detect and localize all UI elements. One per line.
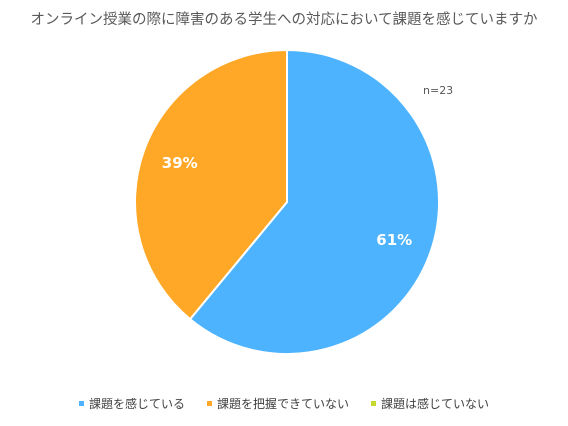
pie-slice-0 — [188, 48, 440, 355]
legend-item-1: 課題を把握できていない — [206, 395, 349, 412]
chart-title: オンライン授業の際に障害のある学生への対応において課題を感じていますか — [30, 12, 538, 28]
legend-item-0: 課題を感じている — [78, 395, 185, 412]
data-label-0: 61% — [376, 231, 412, 249]
legend: 課題を感じている 課題を把握できていない 課題は感じていない — [0, 395, 568, 412]
legend-label-0: 課題を感じている — [88, 397, 185, 411]
legend-swatch-0 — [78, 401, 84, 406]
pie-slice-1 — [134, 48, 288, 321]
legend-label-2: 課題は感じていない — [381, 397, 490, 411]
legend-swatch-1 — [206, 401, 212, 406]
legend-label-1: 課題を把握できていない — [216, 397, 349, 411]
data-label-1: 39% — [162, 154, 198, 172]
sample-size-note: n=23 — [423, 84, 454, 97]
legend-item-2: 課題は感じていない — [371, 395, 489, 412]
legend-swatch-2 — [371, 401, 376, 406]
